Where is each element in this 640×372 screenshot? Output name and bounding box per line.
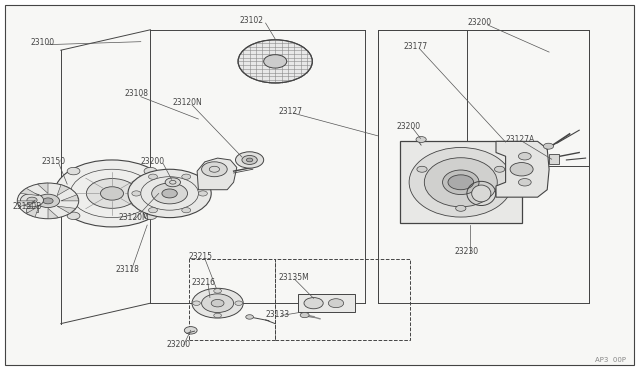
Circle shape	[17, 183, 79, 219]
Circle shape	[214, 313, 221, 318]
Text: 23100: 23100	[31, 38, 55, 47]
Ellipse shape	[472, 185, 491, 202]
Bar	[549, 154, 559, 164]
Circle shape	[144, 167, 157, 175]
Circle shape	[518, 153, 531, 160]
Bar	[26, 208, 38, 212]
Circle shape	[543, 143, 554, 149]
Circle shape	[235, 301, 243, 305]
Circle shape	[67, 167, 80, 175]
Circle shape	[328, 299, 344, 308]
Text: 23108: 23108	[125, 89, 149, 97]
Text: 23102: 23102	[240, 16, 264, 25]
Circle shape	[202, 162, 227, 177]
Circle shape	[132, 191, 141, 196]
Text: 23120N: 23120N	[173, 98, 202, 107]
Polygon shape	[61, 195, 79, 201]
Circle shape	[236, 152, 264, 168]
Ellipse shape	[443, 170, 479, 195]
Circle shape	[43, 198, 53, 204]
Circle shape	[300, 312, 309, 318]
Circle shape	[495, 166, 505, 172]
Circle shape	[214, 289, 221, 293]
Text: 23120M: 23120M	[118, 213, 149, 222]
Bar	[298, 294, 355, 312]
Text: 23118: 23118	[115, 265, 139, 274]
Polygon shape	[38, 183, 48, 193]
Circle shape	[304, 298, 323, 309]
Circle shape	[242, 155, 257, 164]
Circle shape	[193, 301, 200, 305]
Text: 23200: 23200	[467, 18, 492, 27]
Circle shape	[148, 174, 157, 179]
Circle shape	[246, 158, 253, 162]
Ellipse shape	[409, 148, 513, 217]
Circle shape	[211, 299, 224, 307]
Polygon shape	[197, 158, 237, 190]
Circle shape	[182, 174, 191, 179]
Circle shape	[417, 166, 427, 172]
Text: 23135M: 23135M	[278, 273, 309, 282]
Bar	[275, 259, 410, 340]
Text: 23200: 23200	[166, 340, 191, 349]
Polygon shape	[17, 201, 35, 207]
Circle shape	[162, 189, 177, 198]
Text: 23215: 23215	[189, 252, 212, 261]
Polygon shape	[26, 206, 39, 217]
Polygon shape	[496, 141, 549, 197]
Text: 23150B: 23150B	[13, 202, 42, 211]
Circle shape	[184, 327, 197, 334]
Circle shape	[20, 193, 44, 207]
Circle shape	[128, 169, 211, 218]
Text: 23230: 23230	[454, 247, 479, 256]
Text: 23127: 23127	[278, 107, 302, 116]
Circle shape	[416, 137, 426, 142]
Circle shape	[456, 205, 466, 211]
Circle shape	[165, 178, 180, 187]
Circle shape	[100, 187, 124, 200]
Polygon shape	[48, 208, 58, 219]
Text: 23133: 23133	[266, 310, 290, 319]
Circle shape	[202, 294, 234, 312]
Circle shape	[198, 191, 207, 196]
Circle shape	[152, 183, 188, 204]
Circle shape	[182, 208, 191, 213]
Bar	[400, 141, 522, 223]
Circle shape	[518, 179, 531, 186]
Circle shape	[246, 315, 253, 319]
Circle shape	[54, 160, 170, 227]
Polygon shape	[57, 206, 76, 214]
Text: 23200: 23200	[397, 122, 421, 131]
Text: 23177: 23177	[403, 42, 428, 51]
Circle shape	[86, 179, 138, 208]
Text: 23200: 23200	[141, 157, 165, 166]
Circle shape	[148, 208, 157, 213]
Ellipse shape	[424, 158, 497, 207]
Circle shape	[448, 175, 474, 190]
Polygon shape	[57, 185, 70, 196]
Text: 23216: 23216	[192, 278, 216, 287]
Text: AP3  00P: AP3 00P	[595, 357, 626, 363]
Circle shape	[36, 194, 60, 208]
Circle shape	[27, 197, 37, 203]
Polygon shape	[20, 188, 39, 196]
Circle shape	[264, 55, 287, 68]
Circle shape	[192, 288, 243, 318]
Circle shape	[67, 212, 80, 219]
Text: 23150: 23150	[42, 157, 66, 166]
Circle shape	[144, 212, 157, 219]
Text: 23127A: 23127A	[506, 135, 535, 144]
Bar	[189, 259, 275, 340]
Circle shape	[510, 163, 533, 176]
Bar	[378, 30, 589, 303]
Circle shape	[238, 40, 312, 83]
